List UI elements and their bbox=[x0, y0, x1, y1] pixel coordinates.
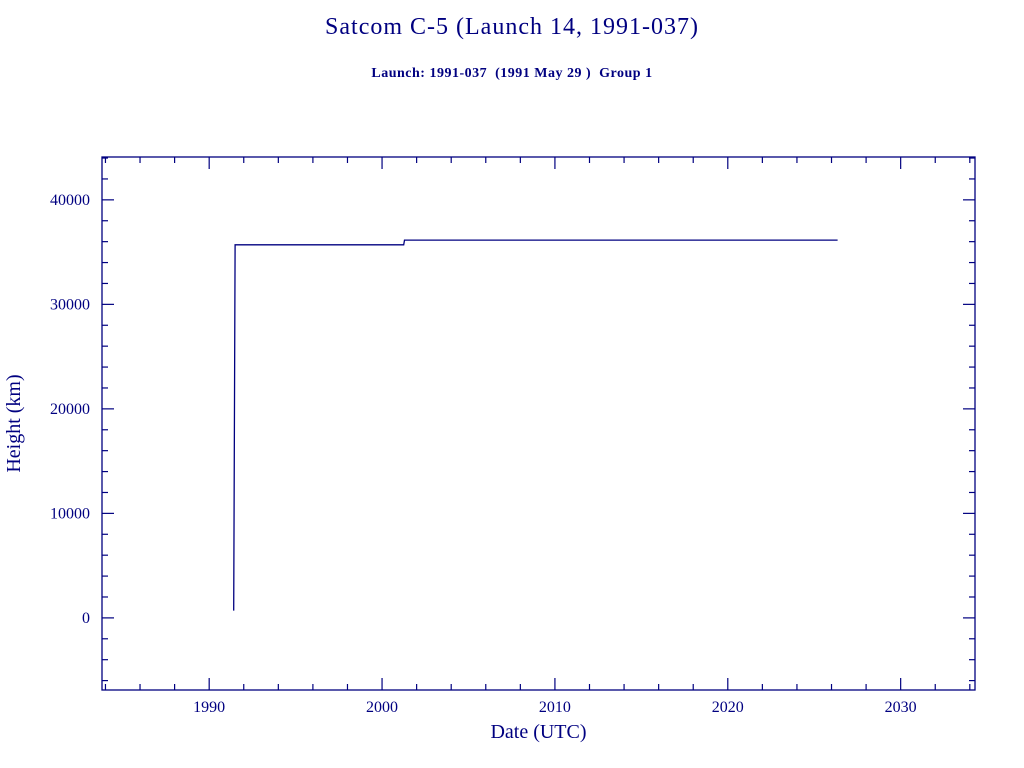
y-tick-label: 0 bbox=[82, 610, 90, 627]
x-tick-label: 2000 bbox=[366, 699, 398, 716]
x-tick-label: 2020 bbox=[712, 699, 744, 716]
y-tick-label: 30000 bbox=[50, 296, 90, 313]
x-axis-label: Date (UTC) bbox=[490, 721, 586, 743]
y-axis-label: Height (km) bbox=[3, 374, 25, 472]
x-tick-label: 1990 bbox=[193, 699, 225, 716]
y-tick-label: 20000 bbox=[50, 401, 90, 418]
data-line-orbit-height-km bbox=[233, 239, 838, 611]
y-tick-label: 40000 bbox=[50, 192, 90, 209]
x-tick-label: 2010 bbox=[539, 699, 571, 716]
y-tick-label: 10000 bbox=[50, 505, 90, 522]
x-tick-label: 2030 bbox=[885, 699, 917, 716]
chart-title: Satcom C-5 (Launch 14, 1991-037) bbox=[325, 14, 699, 40]
chart-subtitle: Launch: 1991-037 (1991 May 29 ) Group 1 bbox=[371, 66, 653, 81]
plot-border bbox=[101, 156, 976, 691]
